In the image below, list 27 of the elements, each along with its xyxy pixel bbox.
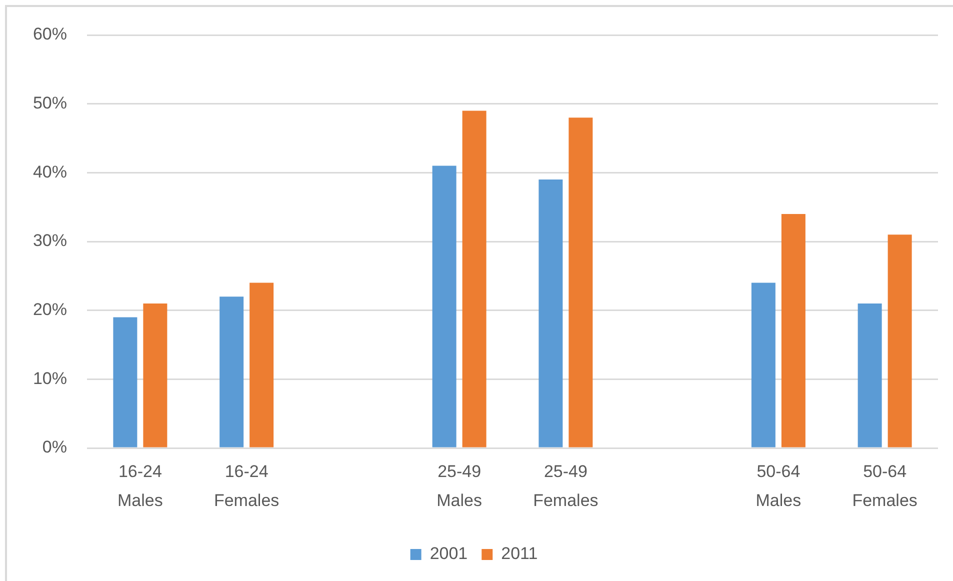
bar xyxy=(568,118,593,448)
bar xyxy=(751,282,776,448)
y-tick-label: 30% xyxy=(32,231,67,250)
x-tick-label: 50-64 Males xyxy=(756,462,802,510)
bar xyxy=(113,317,138,448)
y-tick-label: 10% xyxy=(32,368,67,388)
x-tick-label: 16-24 Males xyxy=(118,462,163,510)
bar xyxy=(888,234,912,448)
x-tick-label: 16-24 Females xyxy=(214,462,280,510)
bar xyxy=(858,303,882,448)
x-tick-label: 50-64 Females xyxy=(852,462,918,510)
x-tick-label: 25-49 Females xyxy=(533,462,598,510)
legend-label: 2001 xyxy=(430,544,468,564)
y-tick-label: 40% xyxy=(32,162,67,182)
bar xyxy=(432,166,456,448)
y-tick-label: 0% xyxy=(42,438,67,457)
bar xyxy=(220,296,244,448)
bar xyxy=(462,110,486,448)
y-tick-label: 60% xyxy=(32,24,67,44)
y-tick-label: 50% xyxy=(32,94,67,113)
bar xyxy=(781,214,806,448)
bar xyxy=(143,303,168,448)
bar xyxy=(250,282,274,448)
y-tick-label: 20% xyxy=(32,300,67,320)
x-tick-label: 25-49 Males xyxy=(436,462,482,510)
legend-label: 2011 xyxy=(501,544,538,564)
bar xyxy=(538,180,563,448)
